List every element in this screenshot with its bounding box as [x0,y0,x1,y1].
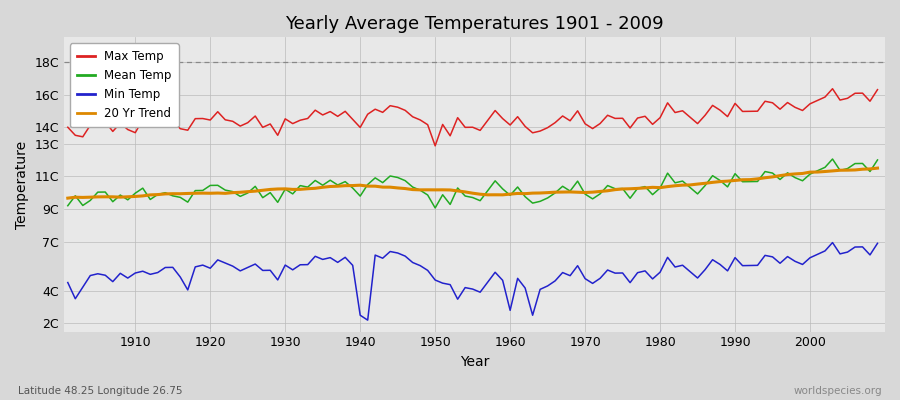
Title: Yearly Average Temperatures 1901 - 2009: Yearly Average Temperatures 1901 - 2009 [285,15,664,33]
Legend: Max Temp, Mean Temp, Min Temp, 20 Yr Trend: Max Temp, Mean Temp, Min Temp, 20 Yr Tre… [70,43,178,127]
X-axis label: Year: Year [460,355,490,369]
Y-axis label: Temperature: Temperature [15,140,29,228]
Text: worldspecies.org: worldspecies.org [794,386,882,396]
Text: Latitude 48.25 Longitude 26.75: Latitude 48.25 Longitude 26.75 [18,386,183,396]
